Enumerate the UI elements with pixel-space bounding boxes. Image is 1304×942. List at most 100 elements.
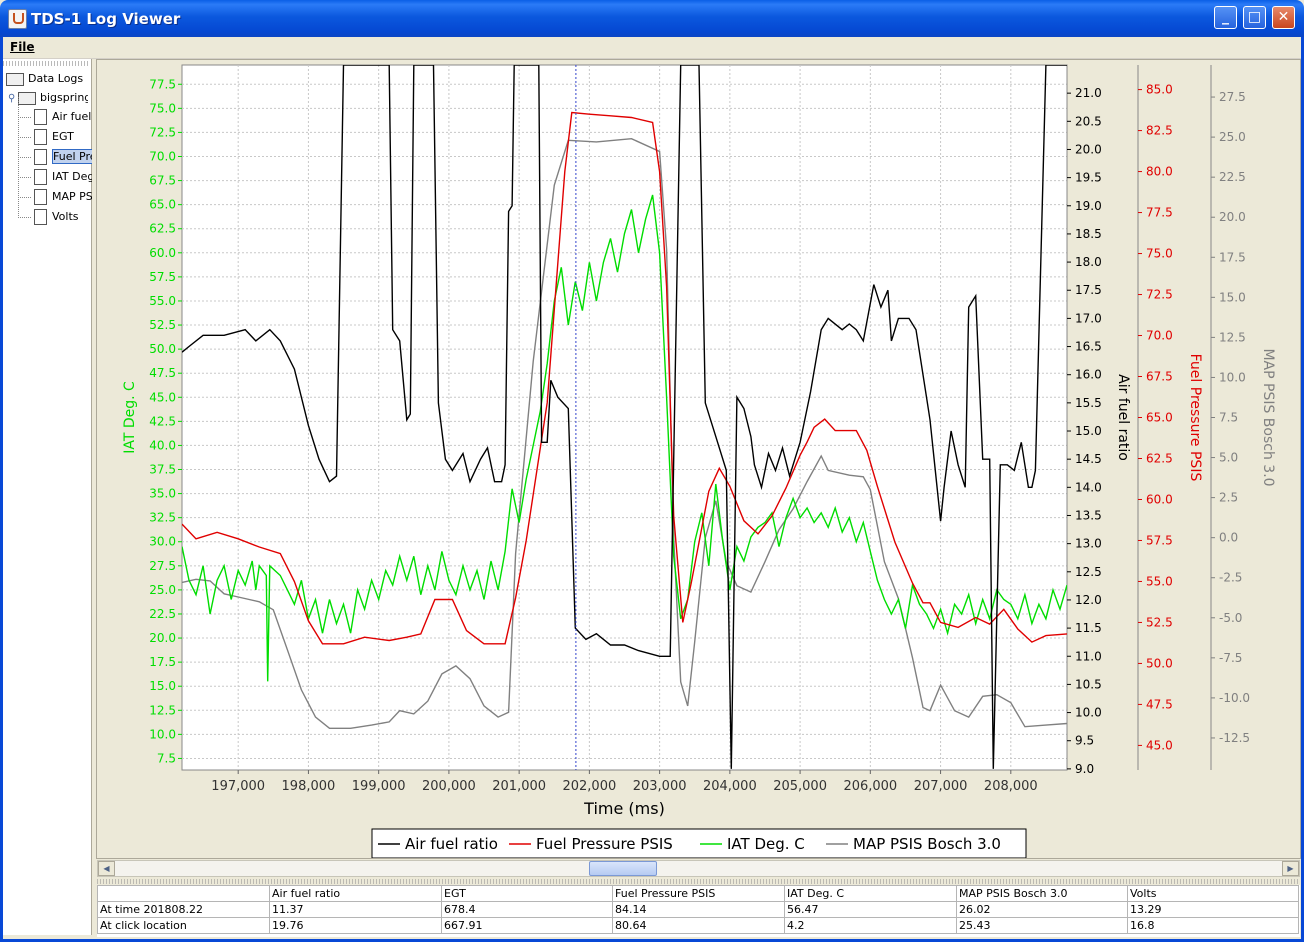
- scroll-thumb[interactable]: [589, 861, 657, 876]
- y-tick-label-iat: 7.5: [157, 751, 176, 765]
- y-tick-label-afr: 16.5: [1075, 340, 1102, 354]
- file-icon: [34, 169, 47, 185]
- minimize-icon: _: [1222, 9, 1229, 25]
- y-tick-label-map: -5.0: [1219, 611, 1242, 625]
- table-cell: 84.14: [612, 901, 785, 918]
- y-tick-label-afr: 14.5: [1075, 452, 1102, 466]
- y-tick-label-fuel: 75.0: [1146, 247, 1173, 261]
- menu-file[interactable]: File: [10, 40, 35, 54]
- y-tick-label-afr: 11.0: [1075, 649, 1102, 663]
- horizontal-scrollbar[interactable]: ◀ ▶: [97, 860, 1300, 877]
- table-cell: Air fuel ratio: [269, 885, 442, 902]
- table-cell: 26.02: [956, 901, 1128, 918]
- y-tick-label-fuel: 50.0: [1146, 656, 1173, 670]
- minimize-button[interactable]: _: [1214, 6, 1237, 29]
- y-tick-label-afr: 19.5: [1075, 171, 1102, 185]
- series-line-map: [182, 137, 1067, 729]
- y-tick-label-afr: 17.0: [1075, 311, 1102, 325]
- y-tick-label-afr: 13.0: [1075, 537, 1102, 551]
- y-tick-label-afr: 18.5: [1075, 227, 1102, 241]
- arrow-left-icon: ◀: [103, 864, 110, 873]
- y-tick-label-fuel: 67.5: [1146, 370, 1173, 384]
- y-tick-label-iat: 32.5: [149, 511, 176, 525]
- y-tick-label-fuel: 60.0: [1146, 492, 1173, 506]
- tree-item[interactable]: Fuel Pressure PSIS: [18, 137, 155, 167]
- file-icon: [34, 149, 47, 165]
- tree-item[interactable]: EGT: [18, 117, 89, 147]
- scroll-left-button[interactable]: ◀: [98, 861, 115, 876]
- y-tick-label-afr: 15.0: [1075, 424, 1102, 438]
- expand-toggle-icon[interactable]: ⚲: [8, 93, 16, 104]
- arrow-right-icon: ▶: [1287, 864, 1294, 873]
- y-tick-label-afr: 14.0: [1075, 480, 1102, 494]
- y-tick-label-map: 0.0: [1219, 531, 1238, 545]
- x-tick-label: 200,000: [422, 779, 476, 794]
- tree-item[interactable]: IAT Deg. C: [18, 157, 109, 187]
- tree-item-label: EGT: [52, 130, 74, 143]
- table-cell: 11.37: [269, 901, 442, 918]
- panel-grip[interactable]: [3, 61, 89, 66]
- y-tick-label-iat: 35.0: [149, 487, 176, 501]
- close-button[interactable]: ✕: [1272, 6, 1295, 29]
- y-tick-label-iat: 57.5: [149, 270, 176, 284]
- file-icon: [34, 209, 47, 225]
- y-tick-label-iat: 62.5: [149, 222, 176, 236]
- y-tick-label-iat: 50.0: [149, 342, 176, 356]
- y-tick-label-iat: 65.0: [149, 198, 176, 212]
- x-tick-label: 206,000: [843, 779, 897, 794]
- tree-item[interactable]: MAP PSIS Bosch 3.0: [18, 177, 161, 207]
- y-tick-label-iat: 60.0: [149, 246, 176, 260]
- x-tick-label: 198,000: [282, 779, 336, 794]
- table-grip[interactable]: [97, 879, 1300, 884]
- x-tick-label: 201,000: [492, 779, 546, 794]
- x-tick-label: 207,000: [914, 779, 968, 794]
- y-tick-label-iat: 42.5: [149, 414, 176, 428]
- split-pane-divider[interactable]: [92, 59, 96, 935]
- y-tick-label-afr: 18.0: [1075, 255, 1102, 269]
- x-tick-label: 203,000: [633, 779, 687, 794]
- tree-item-label: Volts: [52, 210, 79, 223]
- y-tick-label-afr: 21.0: [1075, 86, 1102, 100]
- folder-icon: [6, 72, 24, 86]
- y-tick-label-map: -10.0: [1219, 691, 1250, 705]
- window-border-bottom: [0, 939, 1304, 942]
- y-tick-label-map: 2.5: [1219, 491, 1238, 505]
- y-tick-label-iat: 10.0: [149, 727, 176, 741]
- tree-item[interactable]: Air fuel ratio: [18, 97, 120, 127]
- file-icon: [34, 129, 47, 145]
- tree-root[interactable]: Data Logs: [6, 72, 83, 90]
- log-chart[interactable]: 197,000 198,000 199,000 200,000 201,000 202,0…: [97, 60, 1300, 859]
- scroll-right-button[interactable]: ▶: [1282, 861, 1299, 876]
- y-tick-label-iat: 45.0: [149, 390, 176, 404]
- legend-label: Fuel Pressure PSIS: [536, 835, 673, 853]
- tree-item[interactable]: Volts: [18, 197, 89, 227]
- y-tick-label-map: 5.0: [1219, 451, 1238, 465]
- y-tick-label-map: 12.5: [1219, 330, 1246, 344]
- y-tick-label-afr: 16.0: [1075, 368, 1102, 382]
- y-tick-label-fuel: 57.5: [1146, 533, 1173, 547]
- y-tick-label-map: -12.5: [1219, 731, 1250, 745]
- y-tick-label-map: 7.5: [1219, 411, 1238, 425]
- y-tick-label-afr: 9.5: [1075, 734, 1094, 748]
- y-tick-label-iat: 52.5: [149, 318, 176, 332]
- maximize-button[interactable]: □: [1243, 6, 1266, 29]
- y-tick-label-iat: 15.0: [149, 679, 176, 693]
- menu-bar: File: [3, 37, 1301, 59]
- table-row: Air fuel ratio EGT Fuel Pressure PSIS IAT D…: [97, 885, 1299, 902]
- y-tick-label-iat: 17.5: [149, 655, 176, 669]
- legend-label: Air fuel ratio: [405, 835, 498, 853]
- series-line-fuel: [182, 111, 1067, 645]
- window-title: TDS-1 Log Viewer: [31, 10, 181, 28]
- y-axis-title-afr: Air fuel ratio: [1115, 374, 1131, 461]
- y-tick-label-afr: 10.0: [1075, 706, 1102, 720]
- x-axis-title: Time (ms): [583, 799, 665, 818]
- y-tick-label-fuel: 62.5: [1146, 451, 1173, 465]
- table-row: At click location 19.76 667.91 80.64 4.2 25.4…: [97, 917, 1299, 934]
- x-tick-label: 197,000: [211, 779, 265, 794]
- tree-folder[interactable]: ⚲ bigspring: [8, 91, 88, 109]
- title-bar[interactable]: TDS-1 Log Viewer _ □ ✕: [0, 0, 1304, 37]
- y-tick-label-iat: 30.0: [149, 535, 176, 549]
- y-tick-label-iat: 20.0: [149, 631, 176, 645]
- y-tick-label-iat: 40.0: [149, 438, 176, 452]
- x-tick-label: 208,000: [984, 779, 1038, 794]
